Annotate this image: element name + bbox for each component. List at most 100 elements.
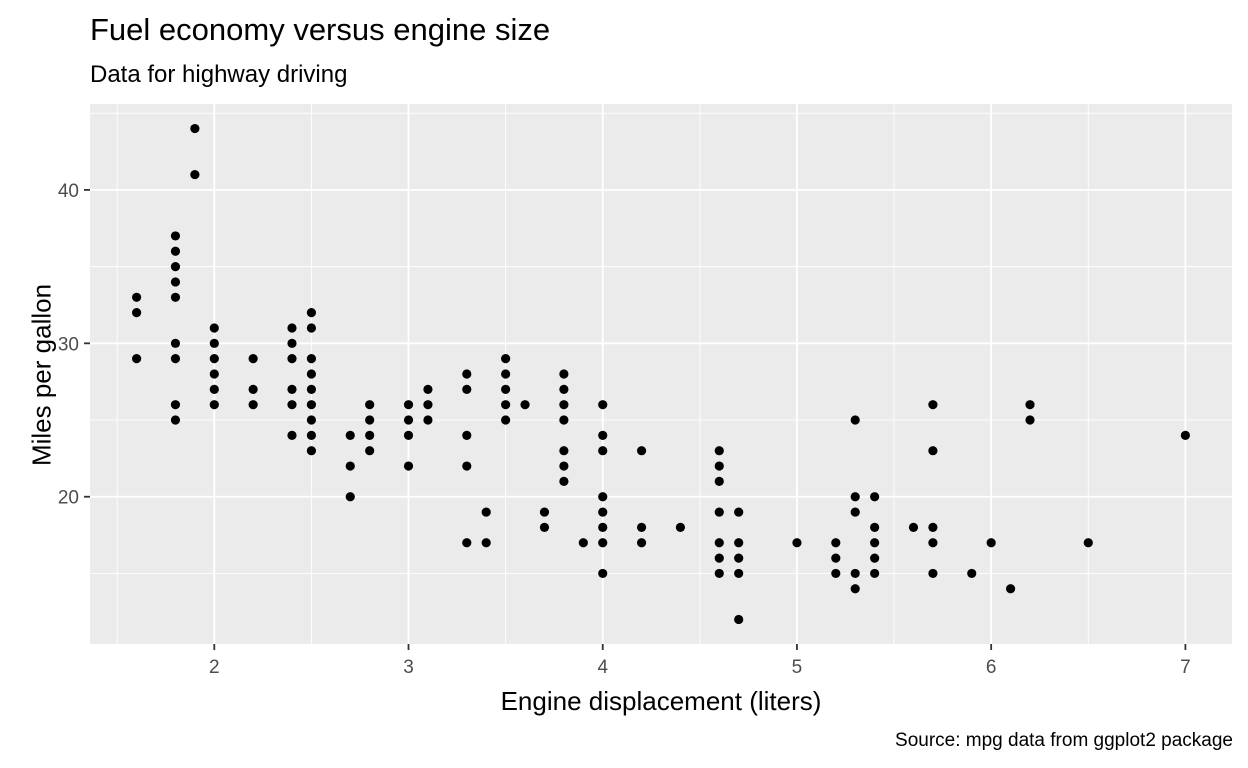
x-tick-label: 6: [986, 657, 997, 678]
data-point: [132, 292, 142, 302]
data-point: [598, 446, 608, 456]
data-point: [598, 430, 608, 440]
data-point: [403, 400, 414, 410]
data-point: [1180, 430, 1190, 440]
data-point: [248, 354, 258, 364]
data-point: [850, 492, 860, 502]
data-point: [578, 538, 588, 548]
data-point: [462, 538, 472, 548]
data-point: [365, 415, 375, 425]
data-point: [714, 553, 724, 563]
data-point: [170, 338, 181, 348]
data-point: [559, 446, 569, 456]
data-point: [403, 461, 414, 471]
data-point: [559, 415, 569, 425]
data-point: [1025, 400, 1035, 410]
data-point: [209, 400, 219, 410]
data-point: [170, 231, 181, 241]
data-point: [734, 553, 744, 563]
data-point: [636, 522, 647, 533]
y-axis-ticks: 20 30 40: [58, 181, 90, 509]
data-point: [870, 538, 880, 548]
x-tick-label: 7: [1180, 657, 1191, 678]
data-point: [734, 507, 744, 517]
data-point: [306, 400, 317, 410]
data-point: [539, 522, 550, 533]
data-point: [170, 262, 181, 272]
data-point: [423, 384, 433, 394]
data-point: [636, 446, 647, 456]
data-point: [870, 522, 880, 533]
data-point: [248, 384, 258, 394]
data-point: [831, 538, 841, 548]
data-point: [209, 384, 219, 394]
data-point: [598, 400, 608, 410]
x-tick-label: 2: [209, 657, 220, 678]
data-point: [734, 568, 744, 579]
data-point: [870, 568, 880, 579]
chart-caption: Source: mpg data from ggplot2 package: [895, 730, 1233, 751]
data-point: [928, 538, 938, 548]
data-point: [928, 522, 938, 533]
data-point: [462, 430, 472, 440]
data-point: [170, 354, 181, 364]
data-point: [306, 446, 317, 456]
data-point: [287, 323, 297, 333]
data-point: [967, 568, 977, 579]
data-point: [365, 430, 375, 440]
data-point: [209, 323, 219, 333]
data-point: [1005, 584, 1016, 594]
x-axis-label: Engine displacement (liters): [500, 686, 822, 716]
data-point: [462, 369, 472, 379]
chart-subtitle: Data for highway driving: [90, 61, 348, 88]
data-point: [831, 568, 841, 579]
data-point: [714, 476, 724, 486]
data-point: [850, 415, 860, 425]
data-point: [481, 538, 491, 548]
data-point: [714, 538, 724, 548]
data-point: [928, 400, 938, 410]
chart-title: Fuel economy versus engine size: [90, 12, 551, 47]
minor-gridlines: [90, 104, 1232, 644]
data-point: [306, 308, 317, 318]
data-point: [287, 338, 297, 348]
data-point: [850, 584, 860, 594]
data-point: [714, 507, 724, 517]
data-point: [598, 568, 608, 579]
data-points: [132, 123, 1190, 625]
data-point: [501, 400, 511, 410]
data-point: [462, 461, 472, 471]
data-point: [986, 538, 996, 548]
data-point: [306, 323, 317, 333]
data-point: [539, 507, 550, 517]
data-point: [908, 522, 919, 533]
data-point: [287, 430, 297, 440]
data-point: [636, 538, 647, 548]
y-tick-label: 30: [58, 334, 79, 355]
data-point: [345, 492, 355, 502]
data-point: [306, 430, 317, 440]
data-point: [850, 507, 860, 517]
y-axis-label: Miles per gallon: [26, 283, 57, 467]
data-point: [559, 384, 569, 394]
data-point: [501, 369, 511, 379]
data-point: [714, 461, 724, 471]
data-point: [928, 446, 938, 456]
data-point: [598, 492, 608, 502]
data-point: [287, 354, 297, 364]
data-point: [559, 400, 569, 410]
data-point: [734, 538, 744, 548]
plot-panel: [90, 104, 1232, 644]
data-point: [345, 430, 355, 440]
data-point: [170, 277, 181, 287]
data-point: [132, 354, 142, 364]
data-point: [598, 538, 608, 548]
data-point: [209, 338, 219, 348]
data-point: [365, 446, 375, 456]
data-point: [481, 507, 491, 517]
data-point: [365, 400, 375, 410]
data-point: [306, 354, 317, 364]
data-point: [714, 568, 724, 579]
data-point: [170, 400, 181, 410]
data-point: [870, 553, 880, 563]
